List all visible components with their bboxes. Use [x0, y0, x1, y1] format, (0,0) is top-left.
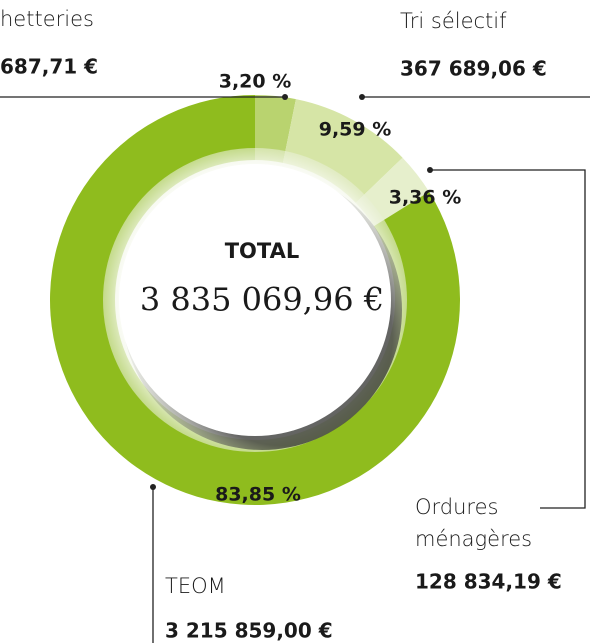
value-label: 9,59 % — [319, 119, 392, 141]
slice — [255, 95, 296, 163]
leader-dot — [359, 94, 365, 100]
leader-dot — [427, 167, 433, 173]
total-title: TOTAL — [225, 239, 300, 263]
category-label: ménagères — [415, 527, 532, 551]
value-label: 3,20 % — [219, 71, 292, 93]
category-label: hetteries — [0, 7, 94, 31]
category-label: Ordures — [415, 495, 498, 519]
amount-label: 367 689,06 € — [400, 57, 547, 81]
amount-label: 128 834,19 € — [415, 570, 562, 594]
slice — [282, 99, 403, 203]
amount-label: 687,71 € — [0, 55, 98, 79]
value-label: 3,36 % — [389, 187, 462, 209]
center-disc — [119, 164, 391, 436]
leader-dot — [150, 484, 156, 490]
value-label: 83,85 % — [215, 484, 301, 506]
total-value: 3 835 069,96 € — [140, 281, 384, 319]
category-label: Tri sélectif — [400, 9, 507, 33]
category-label: TEOM — [165, 574, 226, 598]
leader-dot — [282, 94, 288, 100]
leader-line — [430, 169, 586, 509]
amount-label: 3 215 859,00 € — [165, 619, 333, 643]
